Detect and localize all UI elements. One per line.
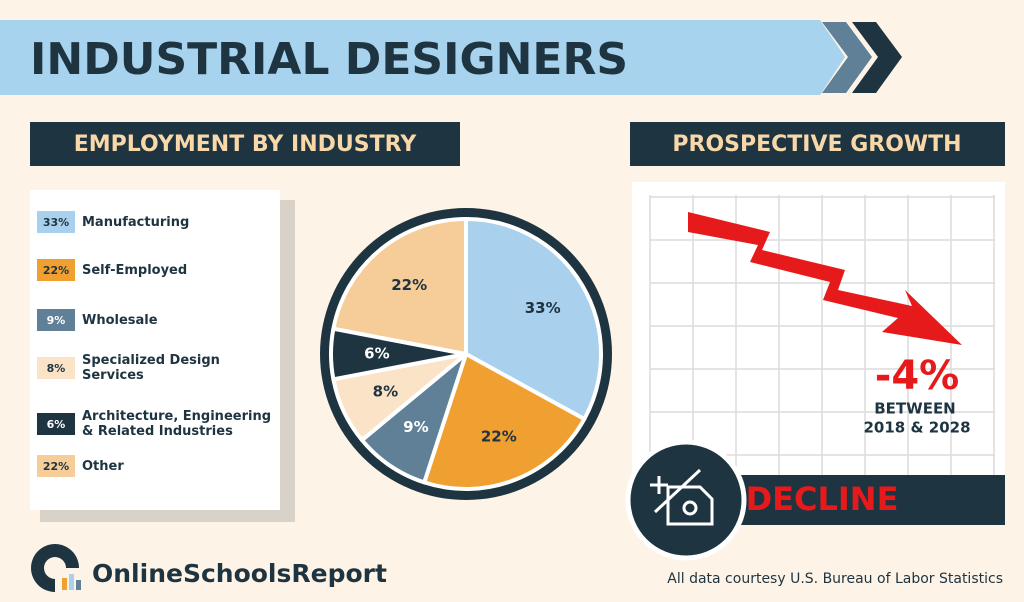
slice-label: 6%: [364, 345, 389, 363]
legend-swatch: 22%: [37, 259, 75, 281]
chevron: [822, 22, 872, 93]
design-icon: [650, 468, 714, 526]
pie: 33% 22% 9% 8% 6% 22%: [329, 217, 603, 491]
legend-label: Wholesale: [82, 312, 158, 328]
section-header: [630, 122, 1005, 166]
section-title: EMPLOYMENT BY INDUSTRY: [74, 132, 418, 157]
slice-label: 22%: [391, 276, 427, 294]
change-value: -4%: [875, 353, 960, 399]
legend-label: Architecture, Engineering & Related Indu…: [82, 409, 272, 439]
slice-label: 8%: [373, 382, 398, 400]
slice-label: 22%: [481, 427, 517, 445]
years-label: 2018 & 2028: [863, 419, 970, 437]
brand-logo: [31, 544, 81, 592]
decline-arrow: [688, 212, 962, 345]
brand-name: OnlineSchoolsReport: [92, 559, 387, 588]
grid-panel: [632, 182, 1005, 482]
slice-label: 33%: [525, 299, 561, 317]
legend-label: Manufacturing: [82, 214, 190, 230]
legend-label: Self-Employed: [82, 262, 188, 278]
legend-label: Specialized Design Services: [82, 353, 220, 383]
status-label: DECLINE: [746, 480, 899, 518]
section-header: [30, 122, 460, 166]
chevron: [852, 22, 902, 93]
title-banner: [0, 20, 845, 95]
legend-swatch: 9%: [37, 309, 75, 331]
legend-swatch: 22%: [37, 455, 75, 477]
pie-slice: [331, 217, 468, 356]
grid: [649, 195, 995, 475]
section-title: PROSPECTIVE GROWTH: [672, 132, 961, 157]
legend-swatch: 8%: [37, 357, 75, 379]
legend-label: Other: [82, 458, 124, 474]
legend-swatch: 33%: [37, 211, 75, 233]
slice-label: 9%: [403, 418, 428, 436]
legend-swatch: 6%: [37, 413, 75, 435]
pie-slice: [464, 217, 603, 422]
icon-circle: [625, 439, 747, 561]
page-title: INDUSTRIAL DESIGNERS: [30, 34, 628, 85]
source-note: All data courtesy U.S. Bureau of Labor S…: [667, 571, 1003, 587]
pie-slice: [422, 352, 587, 491]
period-label: BETWEEN: [874, 400, 956, 418]
status-bar: [700, 475, 1005, 525]
